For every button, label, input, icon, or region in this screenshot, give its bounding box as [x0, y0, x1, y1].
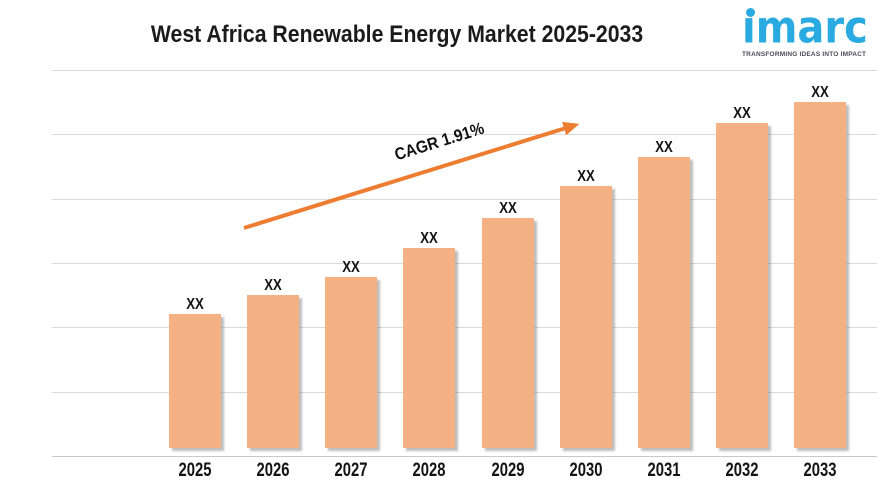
- x-axis-label-2027: 2027: [334, 460, 368, 481]
- bar-2030: [559, 186, 612, 448]
- gridline: [52, 391, 877, 393]
- bar-value-label-2025: XX: [186, 296, 204, 313]
- x-axis-label-2030: 2030: [569, 460, 603, 481]
- gridline: [52, 327, 877, 329]
- bar-2025: [169, 314, 221, 448]
- bar-2027: [325, 277, 378, 448]
- gridline: [52, 70, 877, 71]
- gridline: [52, 263, 877, 264]
- x-axis-label-2025: 2025: [178, 460, 212, 481]
- x-axis-label-2026: 2026: [256, 460, 290, 481]
- bar-2033: [794, 102, 846, 448]
- bar-2026: [247, 295, 300, 448]
- x-axis-label-2032: 2032: [725, 460, 759, 481]
- bar-value-label-2030: XX: [576, 168, 595, 185]
- chart-title: West Africa Renewable Energy Market 2025…: [150, 21, 644, 48]
- bar-2028: [403, 248, 456, 448]
- bar-2029: [481, 218, 534, 448]
- x-axis-label-2031: 2031: [647, 460, 681, 481]
- bar-value-label-2029: XX: [498, 200, 517, 217]
- bar-2031: [637, 157, 690, 448]
- x-axis-label-2033: 2033: [803, 460, 837, 481]
- bar-value-label-2032: XX: [733, 105, 751, 122]
- x-axis-label-2028: 2028: [412, 460, 446, 481]
- bar-value-label-2028: XX: [420, 230, 439, 247]
- imarc-logo-i-dot-icon: [746, 8, 755, 17]
- bar-2032: [715, 123, 768, 448]
- x-axis-label-2029: 2029: [491, 460, 524, 481]
- bar-value-label-2026: XX: [264, 277, 282, 294]
- imarc-logo-tagline: TRANSFORMING IDEAS INTO IMPACT: [742, 51, 867, 58]
- imarc-logo: ımarc TRANSFORMING IDEAS INTO IMPACT: [742, 2, 868, 58]
- imarc-logo-wordmark: ımarc: [742, 2, 868, 54]
- bar-value-label-2033: XX: [811, 84, 829, 101]
- x-axis-line: [52, 456, 877, 457]
- bar-value-label-2031: XX: [654, 139, 673, 156]
- bar-value-label-2027: XX: [342, 259, 361, 276]
